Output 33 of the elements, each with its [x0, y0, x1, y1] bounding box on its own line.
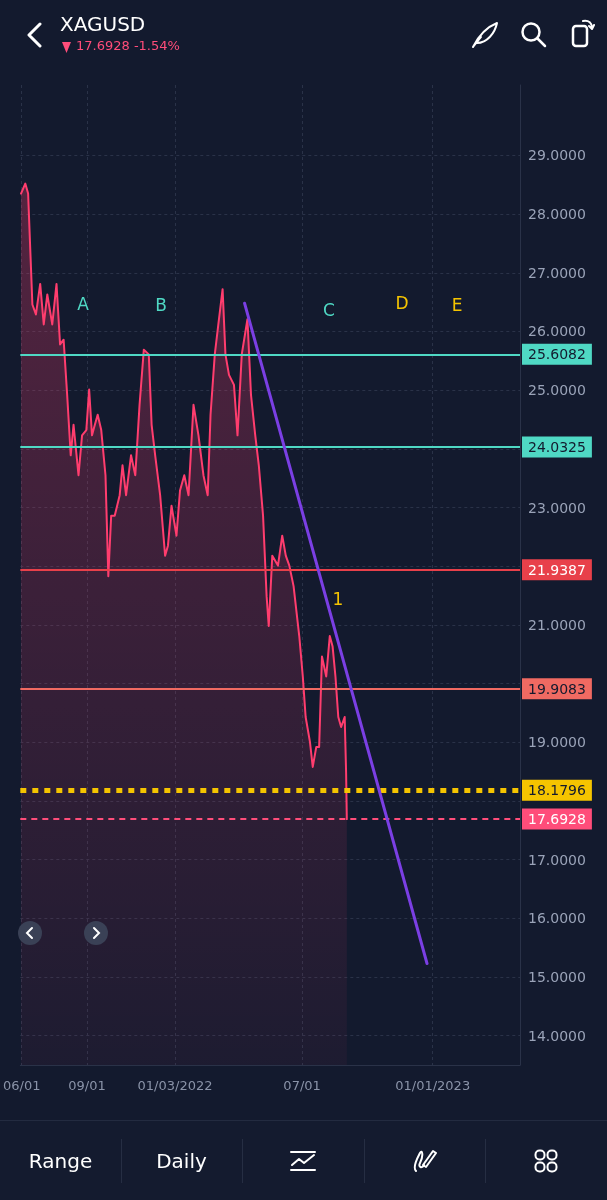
y-tick-label: 25.0000	[528, 382, 586, 399]
y-tick-label: 17.0000	[528, 851, 586, 868]
y-tick-label: 21.0000	[528, 616, 586, 633]
x-tick-label: 06/01	[3, 1078, 41, 1093]
text: Daily	[155, 1148, 208, 1175]
y-tick-label: 16.0000	[528, 910, 586, 927]
annotation: E	[451, 295, 463, 315]
ref-line-label: 25.6082	[528, 346, 586, 363]
ref-line-label: 19.9083	[528, 680, 586, 697]
annotation: D	[395, 293, 409, 313]
x-tick-label: 01/01/2023	[395, 1078, 471, 1093]
ref-line-label: 24.0325	[528, 439, 586, 456]
chart-subtitle: 17.6928 -1.54%	[76, 38, 180, 53]
x-tick-label: 09/01	[68, 1078, 106, 1093]
annotation: B	[155, 295, 167, 315]
y-tick-label: 28.0000	[528, 206, 586, 223]
text: Range	[27, 1148, 94, 1175]
y-tick-label: 26.0000	[528, 323, 586, 340]
annotation: 1	[332, 589, 344, 609]
x-tick-label: 01/03/2022	[137, 1078, 213, 1093]
x-tick-label: 07/01	[283, 1078, 321, 1093]
ref-line-label: 18.1796	[528, 782, 586, 799]
annotation: A	[77, 294, 90, 314]
y-tick-label: 27.0000	[528, 264, 586, 281]
y-tick-label: 23.0000	[528, 499, 586, 516]
y-tick-label: 19.0000	[528, 734, 586, 751]
annotation: C	[323, 300, 335, 320]
y-tick-label: 14.0000	[528, 1027, 586, 1044]
y-tick-label: 29.0000	[528, 147, 586, 164]
ref-line-label: 21.9387	[528, 561, 586, 578]
ref-line-label: 17.6928	[528, 811, 586, 828]
chart-title: XAGUSD	[60, 12, 146, 36]
y-tick-label: 15.0000	[528, 968, 586, 985]
